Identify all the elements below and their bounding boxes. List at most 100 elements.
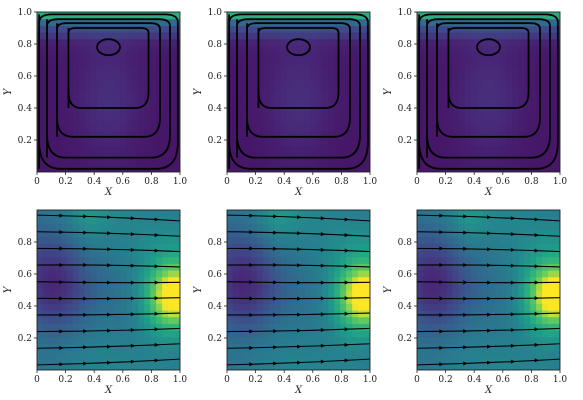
contour-cell — [232, 216, 240, 224]
contour-cell — [422, 343, 430, 351]
contour-cell — [156, 363, 163, 370]
contour-cell — [42, 350, 50, 358]
contour-cell — [476, 356, 484, 364]
contour-cell — [428, 112, 436, 120]
contour-cell — [66, 92, 74, 100]
streamline-arrow — [154, 358, 160, 363]
contour-cell — [316, 330, 323, 338]
contour-cell — [452, 152, 460, 160]
contour-cell — [84, 32, 92, 40]
contour-cell — [482, 296, 490, 304]
contour-cell — [340, 270, 347, 278]
contour-cell — [304, 316, 312, 324]
y-tick-label: 0.4 — [18, 302, 33, 312]
contour-cell — [238, 118, 246, 126]
contour-cell — [482, 290, 490, 298]
contour-cell — [518, 343, 525, 351]
streamline-arrow — [487, 247, 492, 252]
contour-cell — [512, 32, 519, 40]
contour-cell — [66, 303, 74, 311]
contour-cell — [102, 38, 110, 46]
streamline-arrow — [297, 263, 302, 268]
contour-cell — [274, 98, 282, 106]
contour-cell — [340, 223, 347, 231]
contour-cell — [268, 112, 276, 120]
contour-cell — [334, 152, 341, 160]
contour-cell — [428, 283, 436, 291]
contour-cell — [512, 98, 519, 106]
contour-cell — [316, 118, 323, 126]
contour-cell — [66, 125, 74, 133]
contour-cell — [286, 98, 294, 106]
contour-cell — [328, 158, 335, 166]
contour-cell — [464, 263, 472, 271]
contour-cell — [108, 210, 116, 218]
contour-cell — [126, 303, 133, 311]
contour-cell — [446, 145, 454, 153]
contour-cell — [316, 105, 323, 113]
contour-cell — [54, 92, 62, 100]
contour-cell — [66, 323, 74, 331]
contour-cell — [334, 276, 341, 284]
contour-cell — [90, 290, 98, 298]
contour-cell — [132, 343, 139, 351]
contour-cell — [292, 356, 300, 364]
contour-cell — [518, 138, 525, 146]
contour-cell — [346, 216, 353, 224]
contour-cell — [434, 12, 442, 20]
contour-cell — [250, 92, 258, 100]
contour-cell — [440, 290, 448, 298]
contour-cell — [108, 152, 116, 160]
contour-cell — [108, 270, 116, 278]
contour-cell — [132, 92, 139, 100]
contour-cell — [458, 223, 466, 231]
contour-cell — [42, 236, 50, 244]
contour-cell — [298, 158, 306, 166]
contour-cell — [512, 336, 519, 344]
contour-cell — [138, 283, 145, 291]
contour-cell — [227, 32, 234, 40]
contour-cell — [298, 256, 306, 264]
contour-cell — [168, 32, 175, 40]
streamline-arrow — [463, 214, 468, 219]
streamline-arrow — [83, 361, 88, 366]
contour-cell — [256, 263, 264, 271]
contour-cell — [548, 256, 555, 264]
contour-cell — [286, 105, 294, 113]
contour-cell — [84, 112, 92, 120]
contour-cell — [440, 18, 448, 26]
contour-cell — [72, 158, 80, 166]
contour-cell — [476, 32, 484, 40]
contour-cell — [304, 330, 312, 338]
contour-cell — [268, 250, 276, 258]
contour-cell — [542, 105, 549, 113]
y-tick-label: 0.6 — [398, 72, 413, 82]
contour-cell — [470, 303, 478, 311]
contour-cell — [66, 330, 74, 338]
contour-cell — [84, 323, 92, 331]
contour-cell — [238, 112, 246, 120]
contour-cell — [298, 283, 306, 291]
contour-cell — [250, 118, 258, 126]
contour-cell — [298, 276, 306, 284]
contour-cell — [78, 78, 86, 86]
contour-cell — [494, 263, 502, 271]
contour-cell — [298, 105, 306, 113]
contour-cell — [120, 250, 127, 258]
contour-cell — [476, 276, 484, 284]
streamline-arrow — [249, 246, 254, 251]
contour-cell — [530, 38, 537, 46]
contour-cell — [470, 45, 478, 53]
contour-cell — [494, 158, 502, 166]
contour-cell — [358, 165, 365, 172]
contour-cell — [138, 216, 145, 224]
contour-cell — [162, 316, 169, 324]
contour-cell — [530, 18, 537, 26]
contour-cell — [304, 350, 312, 358]
contour-cell — [268, 38, 276, 46]
contour-cell — [298, 92, 306, 100]
contour-cell — [90, 32, 98, 40]
contour-cell — [238, 125, 246, 133]
contour-cell — [322, 65, 329, 73]
streamline-arrow — [463, 230, 468, 235]
